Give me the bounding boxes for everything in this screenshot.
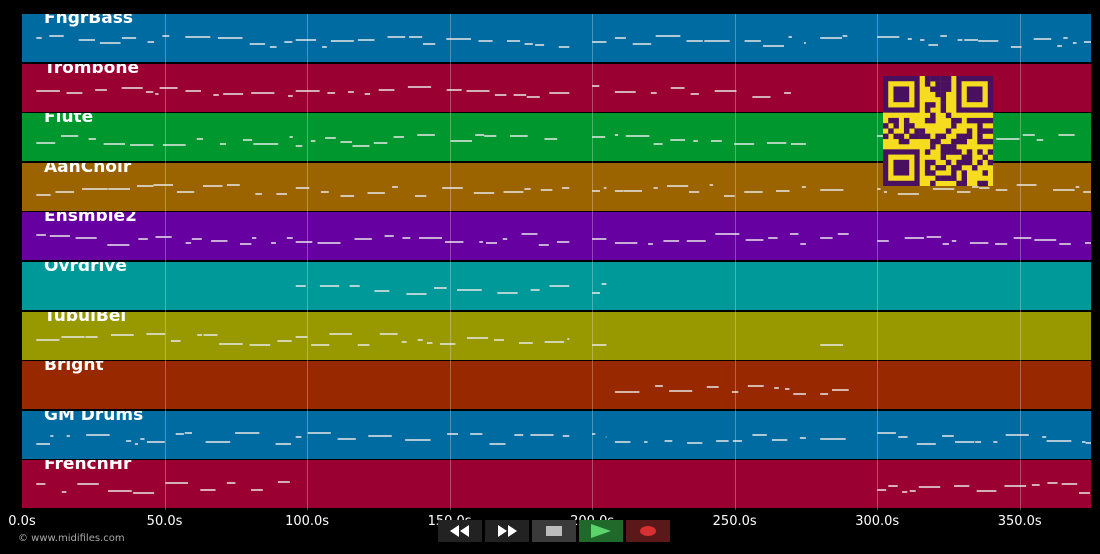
- track-name: Flute: [44, 113, 94, 128]
- note-pattern: [36, 35, 1091, 48]
- time-tick: 300.0s: [855, 514, 900, 529]
- play-icon: [591, 524, 611, 538]
- grid-line: [1019, 14, 1021, 510]
- note-pattern: [614, 385, 849, 395]
- track-name: TubulBel: [44, 311, 127, 326]
- track-bright[interactable]: Bright: [22, 361, 1091, 410]
- track-gm-drums[interactable]: GM Drums: [22, 410, 1091, 459]
- grid-line: [734, 14, 736, 510]
- note-pattern: [295, 283, 607, 295]
- rewind-button[interactable]: [438, 520, 482, 542]
- fast-forward-icon: [498, 525, 517, 537]
- fast-forward-button[interactable]: [485, 520, 529, 542]
- copyright-text: © www.midifiles.com: [18, 533, 125, 544]
- note-pattern: [36, 184, 1091, 197]
- transport-controls: [438, 520, 670, 542]
- record-icon: [640, 526, 656, 536]
- qr-pattern: [883, 76, 994, 187]
- rewind-icon: [450, 525, 469, 537]
- qr-code: [883, 76, 994, 187]
- time-tick: 50.0s: [146, 514, 183, 529]
- note-pattern: [36, 432, 1091, 445]
- track-name: FrenchHr: [44, 460, 132, 475]
- play-button[interactable]: [579, 520, 623, 542]
- track-name: AahChoir: [44, 162, 132, 177]
- note-pattern: [36, 481, 1090, 495]
- track-name: GM Drums: [44, 410, 144, 425]
- track-ensmble2[interactable]: Ensmble2: [22, 212, 1091, 261]
- record-button[interactable]: [626, 520, 670, 542]
- time-tick: 100.0s: [285, 514, 330, 529]
- track-ovrdrive[interactable]: Ovrdrive: [22, 262, 1091, 310]
- track-fngrbass[interactable]: FngrBass: [22, 14, 1091, 62]
- note-pattern: [36, 332, 844, 346]
- track-frenchhr[interactable]: FrenchHr: [22, 460, 1091, 509]
- grid-line: [592, 14, 594, 510]
- track-name: FngrBass: [44, 14, 133, 28]
- track-name: Bright: [44, 361, 104, 376]
- grid-line: [877, 14, 879, 510]
- time-tick: 0.0s: [8, 514, 36, 529]
- note-pattern: [36, 233, 1091, 247]
- track-name: Ovrdrive: [44, 262, 127, 276]
- stop-button[interactable]: [532, 520, 576, 542]
- grid-line: [164, 14, 166, 510]
- grid-line: [307, 14, 309, 510]
- track-tubulbel[interactable]: TubulBel: [22, 311, 1091, 360]
- track-name: Ensmble2: [44, 212, 137, 227]
- note-pattern: [36, 84, 791, 98]
- grid-line: [449, 14, 451, 510]
- stop-icon: [546, 526, 562, 536]
- time-tick: 350.0s: [997, 514, 1042, 529]
- time-tick: 250.0s: [712, 514, 757, 529]
- track-name: Trombone: [44, 63, 139, 78]
